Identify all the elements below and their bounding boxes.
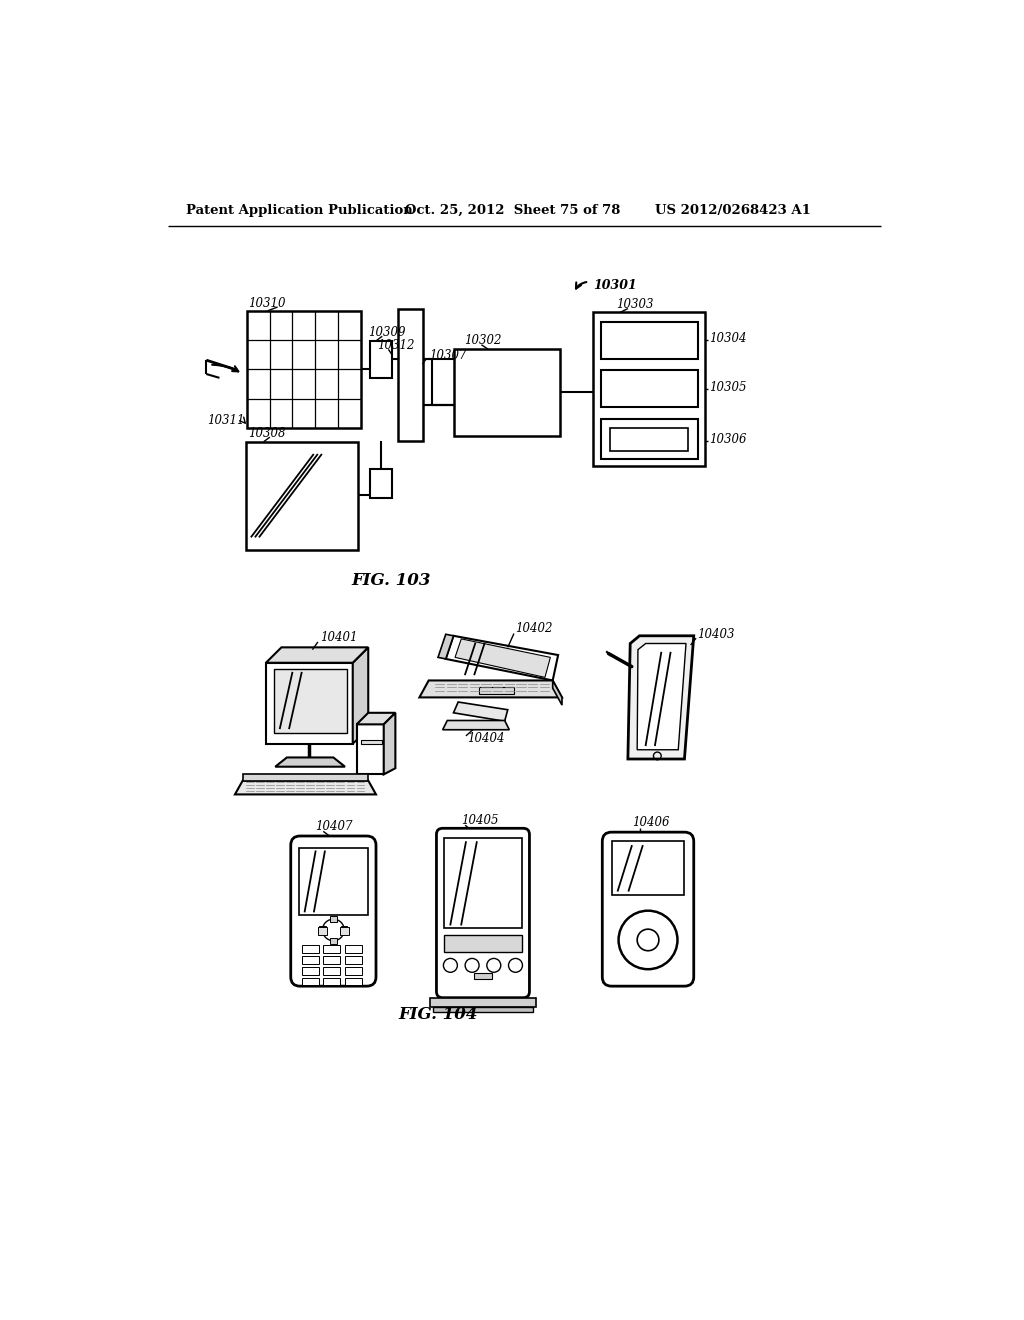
Bar (370, 469, 391, 498)
Bar (319, 927, 326, 933)
Bar (317, 927, 328, 935)
Polygon shape (455, 639, 550, 677)
Bar (273, 669, 346, 733)
Bar (330, 916, 337, 923)
Polygon shape (356, 713, 395, 725)
Bar (324, 966, 340, 974)
Polygon shape (438, 635, 454, 659)
Bar (302, 945, 318, 953)
Bar (247, 312, 361, 428)
Bar (341, 927, 347, 933)
Bar (302, 978, 318, 985)
Polygon shape (266, 647, 369, 663)
Text: 10308: 10308 (248, 426, 286, 440)
Polygon shape (266, 663, 352, 743)
Bar (479, 686, 514, 694)
Text: 10402: 10402 (515, 622, 553, 635)
Bar (302, 966, 318, 974)
Text: 10407: 10407 (315, 820, 353, 833)
Bar (601, 418, 697, 459)
Text: 10303: 10303 (616, 298, 653, 312)
Polygon shape (234, 780, 376, 795)
Text: FIG. 104: FIG. 104 (398, 1006, 478, 1023)
Bar (345, 966, 362, 974)
Text: 10307: 10307 (429, 348, 466, 362)
Text: 10309: 10309 (369, 326, 406, 339)
Polygon shape (356, 725, 384, 775)
Bar (430, 998, 536, 1007)
Polygon shape (352, 647, 369, 743)
Polygon shape (553, 681, 562, 705)
Bar (360, 739, 382, 744)
Text: 10304: 10304 (710, 333, 746, 345)
Text: 10312: 10312 (378, 339, 415, 352)
Text: 10404: 10404 (467, 733, 505, 746)
Bar (370, 341, 391, 378)
Text: Oct. 25, 2012  Sheet 75 of 78: Oct. 25, 2012 Sheet 75 of 78 (406, 205, 621, 218)
Text: 10403: 10403 (697, 628, 735, 640)
Text: US 2012/0268423 A1: US 2012/0268423 A1 (655, 205, 811, 218)
Bar (324, 945, 340, 953)
Text: 10306: 10306 (710, 433, 746, 446)
Bar (397, 309, 423, 441)
Polygon shape (637, 644, 686, 750)
Bar (345, 956, 362, 964)
Bar (302, 956, 318, 964)
Polygon shape (445, 636, 558, 681)
FancyBboxPatch shape (602, 832, 693, 986)
FancyBboxPatch shape (291, 836, 376, 986)
FancyBboxPatch shape (436, 829, 529, 998)
Bar (324, 956, 340, 964)
Polygon shape (275, 758, 345, 767)
Polygon shape (384, 713, 395, 775)
Polygon shape (243, 775, 369, 780)
Bar (444, 837, 521, 928)
Bar (601, 322, 697, 359)
Bar (345, 945, 362, 953)
Bar (433, 1007, 532, 1011)
Text: 10405: 10405 (461, 814, 499, 828)
Text: Patent Application Publication: Patent Application Publication (186, 205, 413, 218)
Bar (454, 350, 560, 436)
Bar (246, 442, 358, 549)
Bar (593, 313, 706, 466)
Polygon shape (628, 636, 693, 759)
Text: 10310: 10310 (248, 297, 286, 310)
Text: 10301: 10301 (593, 279, 637, 292)
Bar (474, 973, 493, 979)
Bar (611, 841, 684, 895)
Text: 10305: 10305 (710, 381, 746, 395)
Bar (345, 978, 362, 985)
Text: FIG. 103: FIG. 103 (352, 572, 431, 589)
Bar (340, 927, 349, 935)
Bar (444, 935, 521, 952)
Bar (324, 978, 340, 985)
Text: 10406: 10406 (632, 816, 670, 829)
Polygon shape (454, 702, 508, 721)
Bar (601, 370, 697, 407)
Polygon shape (420, 681, 562, 697)
Text: 10311: 10311 (207, 413, 245, 426)
Bar (299, 847, 369, 915)
Text: 10401: 10401 (321, 631, 357, 644)
Bar (610, 428, 688, 451)
Bar (330, 937, 337, 944)
Text: 10302: 10302 (464, 334, 502, 347)
Polygon shape (442, 721, 509, 730)
